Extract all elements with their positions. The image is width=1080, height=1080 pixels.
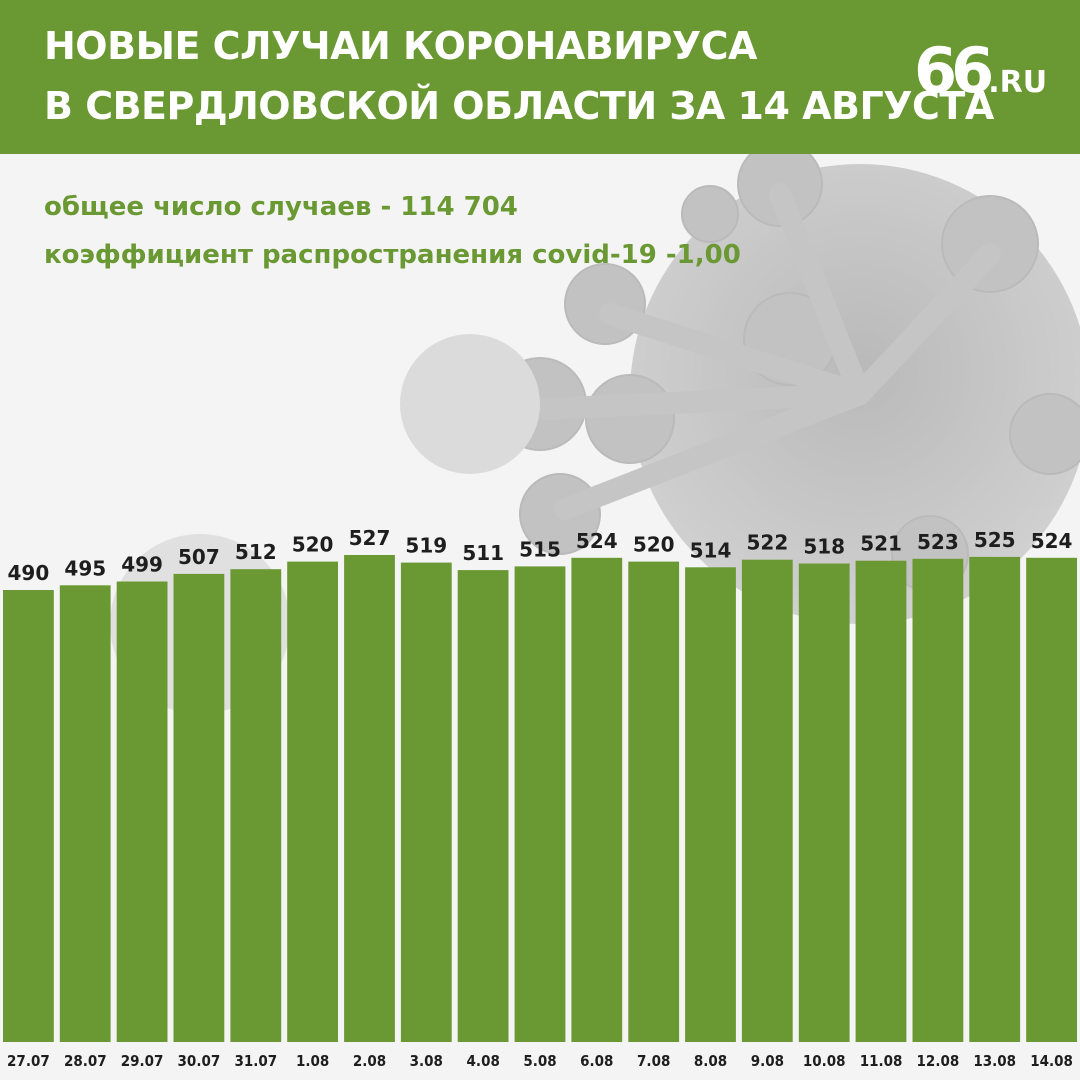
spread-coefficient-text: коэффициент распространения covid-19 -1,… — [44, 240, 741, 270]
tick-label-10.08: 10.08 — [803, 1052, 846, 1070]
bar-12.08 — [912, 558, 964, 1042]
value-label-7.08: 520 — [633, 533, 675, 557]
tick-label-2.08: 2.08 — [353, 1052, 386, 1070]
bar-31.07 — [230, 569, 282, 1042]
bar-1.08 — [287, 561, 338, 1042]
bar-28.07 — [59, 585, 111, 1042]
total-cases-text: общее число случаев - 114 704 — [44, 192, 518, 222]
bar-2.08 — [344, 555, 395, 1042]
tick-label-28.07: 28.07 — [64, 1052, 107, 1070]
bar-11.08 — [855, 560, 907, 1042]
bar-9.08 — [741, 559, 793, 1042]
header-banner: НОВЫЕ СЛУЧАИ КОРОНАВИРУСА В СВЕРДЛОВСКОЙ… — [0, 0, 1080, 154]
value-label-10.08: 518 — [803, 535, 845, 559]
tick-label-31.07: 31.07 — [234, 1052, 277, 1070]
value-label-4.08: 511 — [462, 541, 504, 565]
value-label-30.07: 507 — [178, 545, 220, 569]
value-label-5.08: 515 — [519, 537, 561, 561]
value-label-31.07: 512 — [235, 540, 277, 564]
site-logo: 66.RU — [914, 34, 1047, 107]
tick-label-12.08: 12.08 — [917, 1052, 960, 1070]
value-label-28.07: 495 — [64, 556, 106, 580]
tick-label-5.08: 5.08 — [523, 1052, 556, 1070]
value-label-9.08: 522 — [747, 531, 789, 555]
bar-14.08 — [1026, 557, 1077, 1042]
bar-13.08 — [969, 556, 1021, 1042]
virus-background-image — [110, 154, 1080, 714]
logo-suffix: .RU — [988, 65, 1048, 100]
bar-10.08 — [798, 563, 850, 1042]
bar-6.08 — [571, 557, 623, 1042]
value-label-2.08: 527 — [349, 526, 391, 550]
bar-4.08 — [457, 570, 509, 1042]
tick-label-4.08: 4.08 — [467, 1052, 500, 1070]
bar-7.08 — [628, 561, 680, 1042]
tick-label-14.08: 14.08 — [1030, 1052, 1073, 1070]
tick-label-7.08: 7.08 — [637, 1052, 670, 1070]
value-label-27.07: 490 — [8, 561, 50, 585]
tick-label-29.07: 29.07 — [121, 1052, 164, 1070]
bar-30.07 — [173, 573, 225, 1042]
tick-label-13.08: 13.08 — [973, 1052, 1016, 1070]
bar-3.08 — [400, 562, 452, 1042]
tick-label-27.07: 27.07 — [7, 1052, 50, 1070]
tick-label-6.08: 6.08 — [580, 1052, 613, 1070]
bar-8.08 — [685, 567, 736, 1042]
value-label-12.08: 523 — [917, 530, 959, 554]
value-label-3.08: 519 — [405, 534, 447, 558]
page-title-line-1: НОВЫЕ СЛУЧАИ КОРОНАВИРУСА — [44, 24, 757, 68]
tick-label-11.08: 11.08 — [860, 1052, 903, 1070]
tick-label-3.08: 3.08 — [410, 1052, 443, 1070]
tick-label-1.08: 1.08 — [296, 1052, 329, 1070]
bar-27.07 — [3, 590, 54, 1042]
tick-label-30.07: 30.07 — [178, 1052, 221, 1070]
value-label-13.08: 525 — [974, 528, 1016, 552]
value-label-1.08: 520 — [292, 533, 334, 557]
value-label-6.08: 524 — [576, 529, 618, 553]
value-label-14.08: 524 — [1031, 529, 1073, 553]
bar-29.07 — [116, 581, 168, 1042]
tick-label-9.08: 9.08 — [751, 1052, 784, 1070]
tick-label-8.08: 8.08 — [694, 1052, 727, 1070]
value-label-29.07: 499 — [121, 553, 163, 577]
value-label-8.08: 514 — [690, 538, 732, 562]
logo-number: 66 — [914, 34, 994, 107]
bar-5.08 — [514, 566, 566, 1042]
page-title-line-2: В СВЕРДЛОВСКОЙ ОБЛАСТИ ЗА 14 АВГУСТА — [44, 84, 994, 128]
value-label-11.08: 521 — [860, 532, 902, 556]
